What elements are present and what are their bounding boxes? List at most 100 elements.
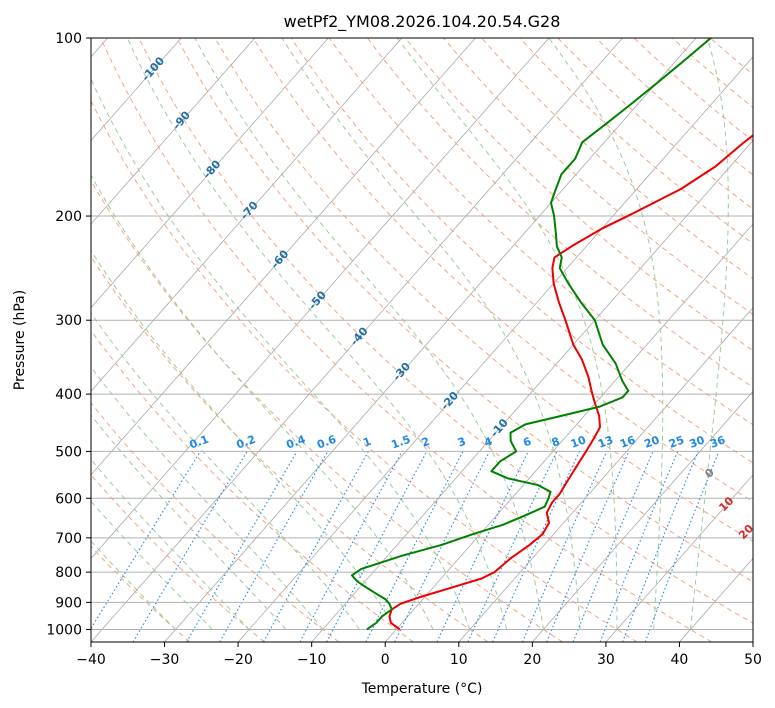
mixing-ratio-line: [299, 451, 403, 642]
isotherm-line: [91, 38, 329, 309]
mixing-ratio-label: 8: [550, 435, 562, 450]
dry-adiabat-line: [328, 38, 753, 426]
dry-adiabat-lines: [91, 38, 753, 642]
x-tick-label: −20: [223, 652, 253, 668]
pressure-gridlines: [91, 38, 753, 630]
mixing-ratio-label: 3: [456, 435, 468, 450]
isotherm-line: [91, 38, 476, 476]
chart-title: wetPf2_YM08.2026.104.20.54.G28: [284, 12, 561, 32]
dry-adiabat-line: [366, 38, 753, 388]
dry-adiabat-line: [100, 38, 713, 642]
mixing-ratio-label: 6: [521, 435, 533, 450]
moist-adiabat-line: [281, 38, 581, 630]
x-tick-label: 50: [744, 652, 762, 668]
isotherm-line: [91, 38, 403, 392]
moist-adiabat-lines: [91, 38, 729, 630]
mixing-ratio-labels: 0.1 0.2 0.4 0.6 1 1.5 2 3 4 6 8 10 13 16 20 25 30 36: [188, 433, 728, 452]
y-tick-label: 800: [55, 565, 82, 581]
mixing-ratio-label: 1.5: [389, 433, 412, 452]
isotherm-line: [91, 38, 182, 142]
mixing-ratio-label: 16: [618, 433, 637, 451]
mixing-ratio-line: [219, 451, 329, 642]
x-axis-label: Temperature (°C): [361, 681, 483, 697]
isotherm-line: [458, 307, 753, 642]
mixing-ratio-line: [644, 451, 720, 642]
isotherm-line: [605, 474, 753, 642]
x-tick-label: 10: [450, 652, 468, 668]
y-axis-label: Pressure (hPa): [12, 290, 28, 390]
moist-adiabat-line: [91, 249, 397, 630]
moist-adiabat-line: [548, 38, 664, 630]
mixing-ratio-label: 0.4: [284, 433, 307, 452]
isotherm-line: [91, 38, 256, 225]
isotherm-line: [532, 390, 753, 642]
mixing-ratio-line: [572, 451, 654, 642]
isotherm-line: [311, 139, 753, 642]
mixing-ratio-label: 4: [482, 435, 494, 450]
y-tick-label: 700: [55, 531, 82, 547]
mixing-ratio-label: 36: [708, 433, 727, 451]
mixing-ratio-line: [546, 451, 630, 642]
mixing-ratio-label: 1: [361, 435, 373, 450]
dewpoint-profile: [350, 38, 712, 631]
dry-adiabat-line: [91, 179, 563, 642]
y-tick-label: 900: [55, 595, 82, 611]
mixing-ratio-label: 10: [569, 433, 588, 451]
mixing-ratio-line: [622, 451, 699, 642]
y-tick-label: 500: [55, 444, 82, 460]
dry-adiabat-line: [443, 38, 753, 315]
isotherm-line: [384, 223, 753, 642]
y-axis-ticks: 100 200 300 400 500 600 700 800 900 1000: [46, 31, 91, 638]
mixing-ratio-line: [394, 451, 490, 642]
mixing-ratio-line: [492, 451, 580, 642]
mixing-ratio-line: [599, 451, 679, 642]
moist-adiabat-line: [91, 500, 213, 630]
x-tick-label: 30: [597, 652, 615, 668]
mixing-ratio-line: [91, 451, 201, 630]
x-tick-label: 20: [523, 652, 541, 668]
temperature-profile: [388, 134, 753, 631]
dry-adiabat-line: [252, 38, 753, 503]
moist-adiabat-line: [91, 414, 287, 630]
mixing-ratio-label: 0.2: [235, 433, 258, 452]
isotherm-line: [91, 38, 623, 642]
dry-adiabat-line: [91, 255, 489, 642]
x-tick-label: −10: [297, 652, 327, 668]
moist-adiabat-line: [91, 366, 324, 630]
x-tick-label: 40: [671, 652, 689, 668]
y-tick-label: 100: [55, 31, 82, 47]
isotherm-lines: [91, 38, 753, 642]
moist-adiabat-line: [126, 38, 508, 630]
mixing-ratio-label: 13: [596, 433, 615, 450]
x-tick-label: −30: [150, 652, 180, 668]
x-tick-label: −40: [76, 652, 106, 668]
y-tick-label: 1000: [46, 622, 82, 638]
x-tick-label: 0: [381, 652, 390, 668]
mixing-ratio-label: 0.6: [315, 433, 338, 452]
isotherm-line: [91, 38, 550, 560]
dry-adiabat-line: [91, 402, 340, 642]
moist-adiabat-line: [689, 38, 729, 630]
moist-adiabat-line: [91, 540, 176, 630]
y-tick-label: 600: [55, 491, 82, 507]
y-tick-label: 200: [55, 209, 82, 225]
plot-frame: [90, 37, 754, 643]
mixing-ratio-line: [521, 451, 608, 642]
dry-adiabat-line: [176, 38, 753, 583]
dry-adiabat-line: [214, 38, 753, 542]
moist-adiabat-line: [91, 458, 250, 630]
y-tick-label: 400: [55, 387, 82, 403]
mixing-ratio-label: 20: [642, 433, 661, 451]
mixing-ratio-label: 0.1: [188, 433, 211, 452]
x-axis-ticks: −40 −30 −20 −10 0 10 20 30 40 50: [76, 642, 762, 668]
moist-adiabat-line: [91, 174, 434, 630]
dry-adiabat-line: [91, 99, 638, 642]
profile-series: [350, 38, 753, 631]
moist-adiabat-line: [194, 38, 544, 630]
mixing-ratio-label: 30: [688, 433, 707, 451]
y-tick-label: 300: [55, 313, 82, 329]
mixing-ratio-label: 25: [667, 433, 686, 450]
isotherm-line: [237, 56, 753, 642]
dry-adiabat-line: [91, 474, 265, 642]
